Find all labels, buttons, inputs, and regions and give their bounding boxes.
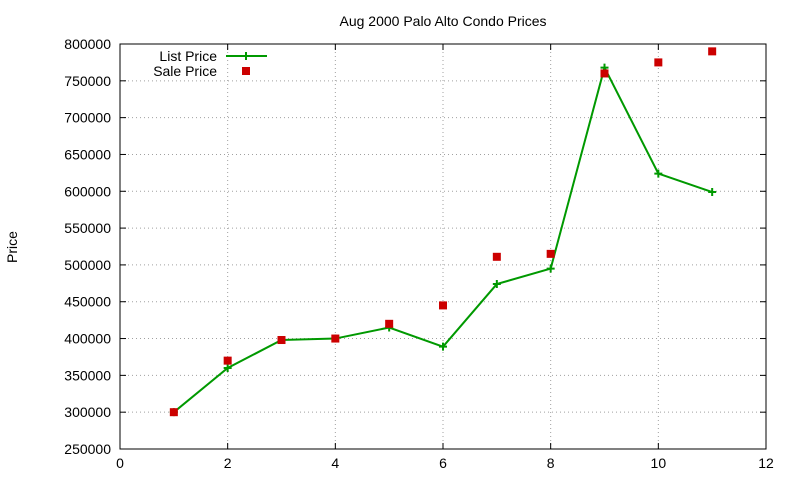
y-tick-label: 750000 — [64, 73, 111, 89]
y-tick-label: 400000 — [64, 331, 111, 347]
legend-label: List Price — [159, 48, 217, 64]
chart-title: Aug 2000 Palo Alto Condo Prices — [339, 13, 546, 29]
data-point — [546, 249, 555, 258]
x-tick-label: 12 — [758, 455, 774, 471]
series-2 — [169, 47, 717, 417]
data-point — [223, 364, 232, 372]
y-tick-label: 300000 — [64, 404, 111, 420]
ticks: 0 2 4 6 8 10 12 250000 300000 350000 400000 450000 5… — [64, 36, 774, 471]
data-point — [708, 47, 717, 56]
data-point — [439, 342, 447, 351]
x-tick-label: 0 — [116, 455, 124, 471]
y-tick-label: 700000 — [64, 110, 111, 126]
data-point — [492, 252, 501, 261]
x-tick-label: 10 — [651, 455, 667, 471]
legend-item: List Price — [159, 48, 267, 64]
data-point — [546, 264, 555, 273]
data-point — [600, 69, 609, 78]
data-point — [277, 336, 286, 345]
data-point — [385, 319, 394, 328]
data-point — [654, 58, 663, 67]
y-tick-label: 800000 — [64, 36, 111, 52]
series-layer — [169, 47, 717, 417]
legend-swatch-marker — [242, 52, 250, 60]
data-point — [223, 356, 232, 365]
data-point — [439, 301, 447, 310]
data-point — [708, 188, 717, 197]
y-axis-label: Price — [4, 231, 20, 263]
y-tick-label: 550000 — [64, 220, 111, 236]
y-tick-label: 450000 — [64, 294, 111, 310]
y-tick-label: 600000 — [64, 183, 111, 199]
legend-swatch-marker — [242, 67, 250, 75]
data-point — [654, 169, 663, 178]
y-tick-label: 350000 — [64, 367, 111, 383]
x-tick-label: 6 — [439, 455, 447, 471]
legend-label: Sale Price — [153, 63, 217, 79]
y-tick-label: 500000 — [64, 257, 111, 273]
y-tick-label: 250000 — [64, 441, 111, 457]
data-point — [492, 280, 501, 289]
data-point — [331, 334, 340, 343]
x-tick-label: 4 — [331, 455, 339, 471]
y-tick-label: 650000 — [64, 146, 111, 162]
x-tick-label: 2 — [224, 455, 232, 471]
legend-item: Sale Price — [153, 63, 250, 79]
x-tick-label: 8 — [547, 455, 555, 471]
data-point — [169, 408, 178, 417]
